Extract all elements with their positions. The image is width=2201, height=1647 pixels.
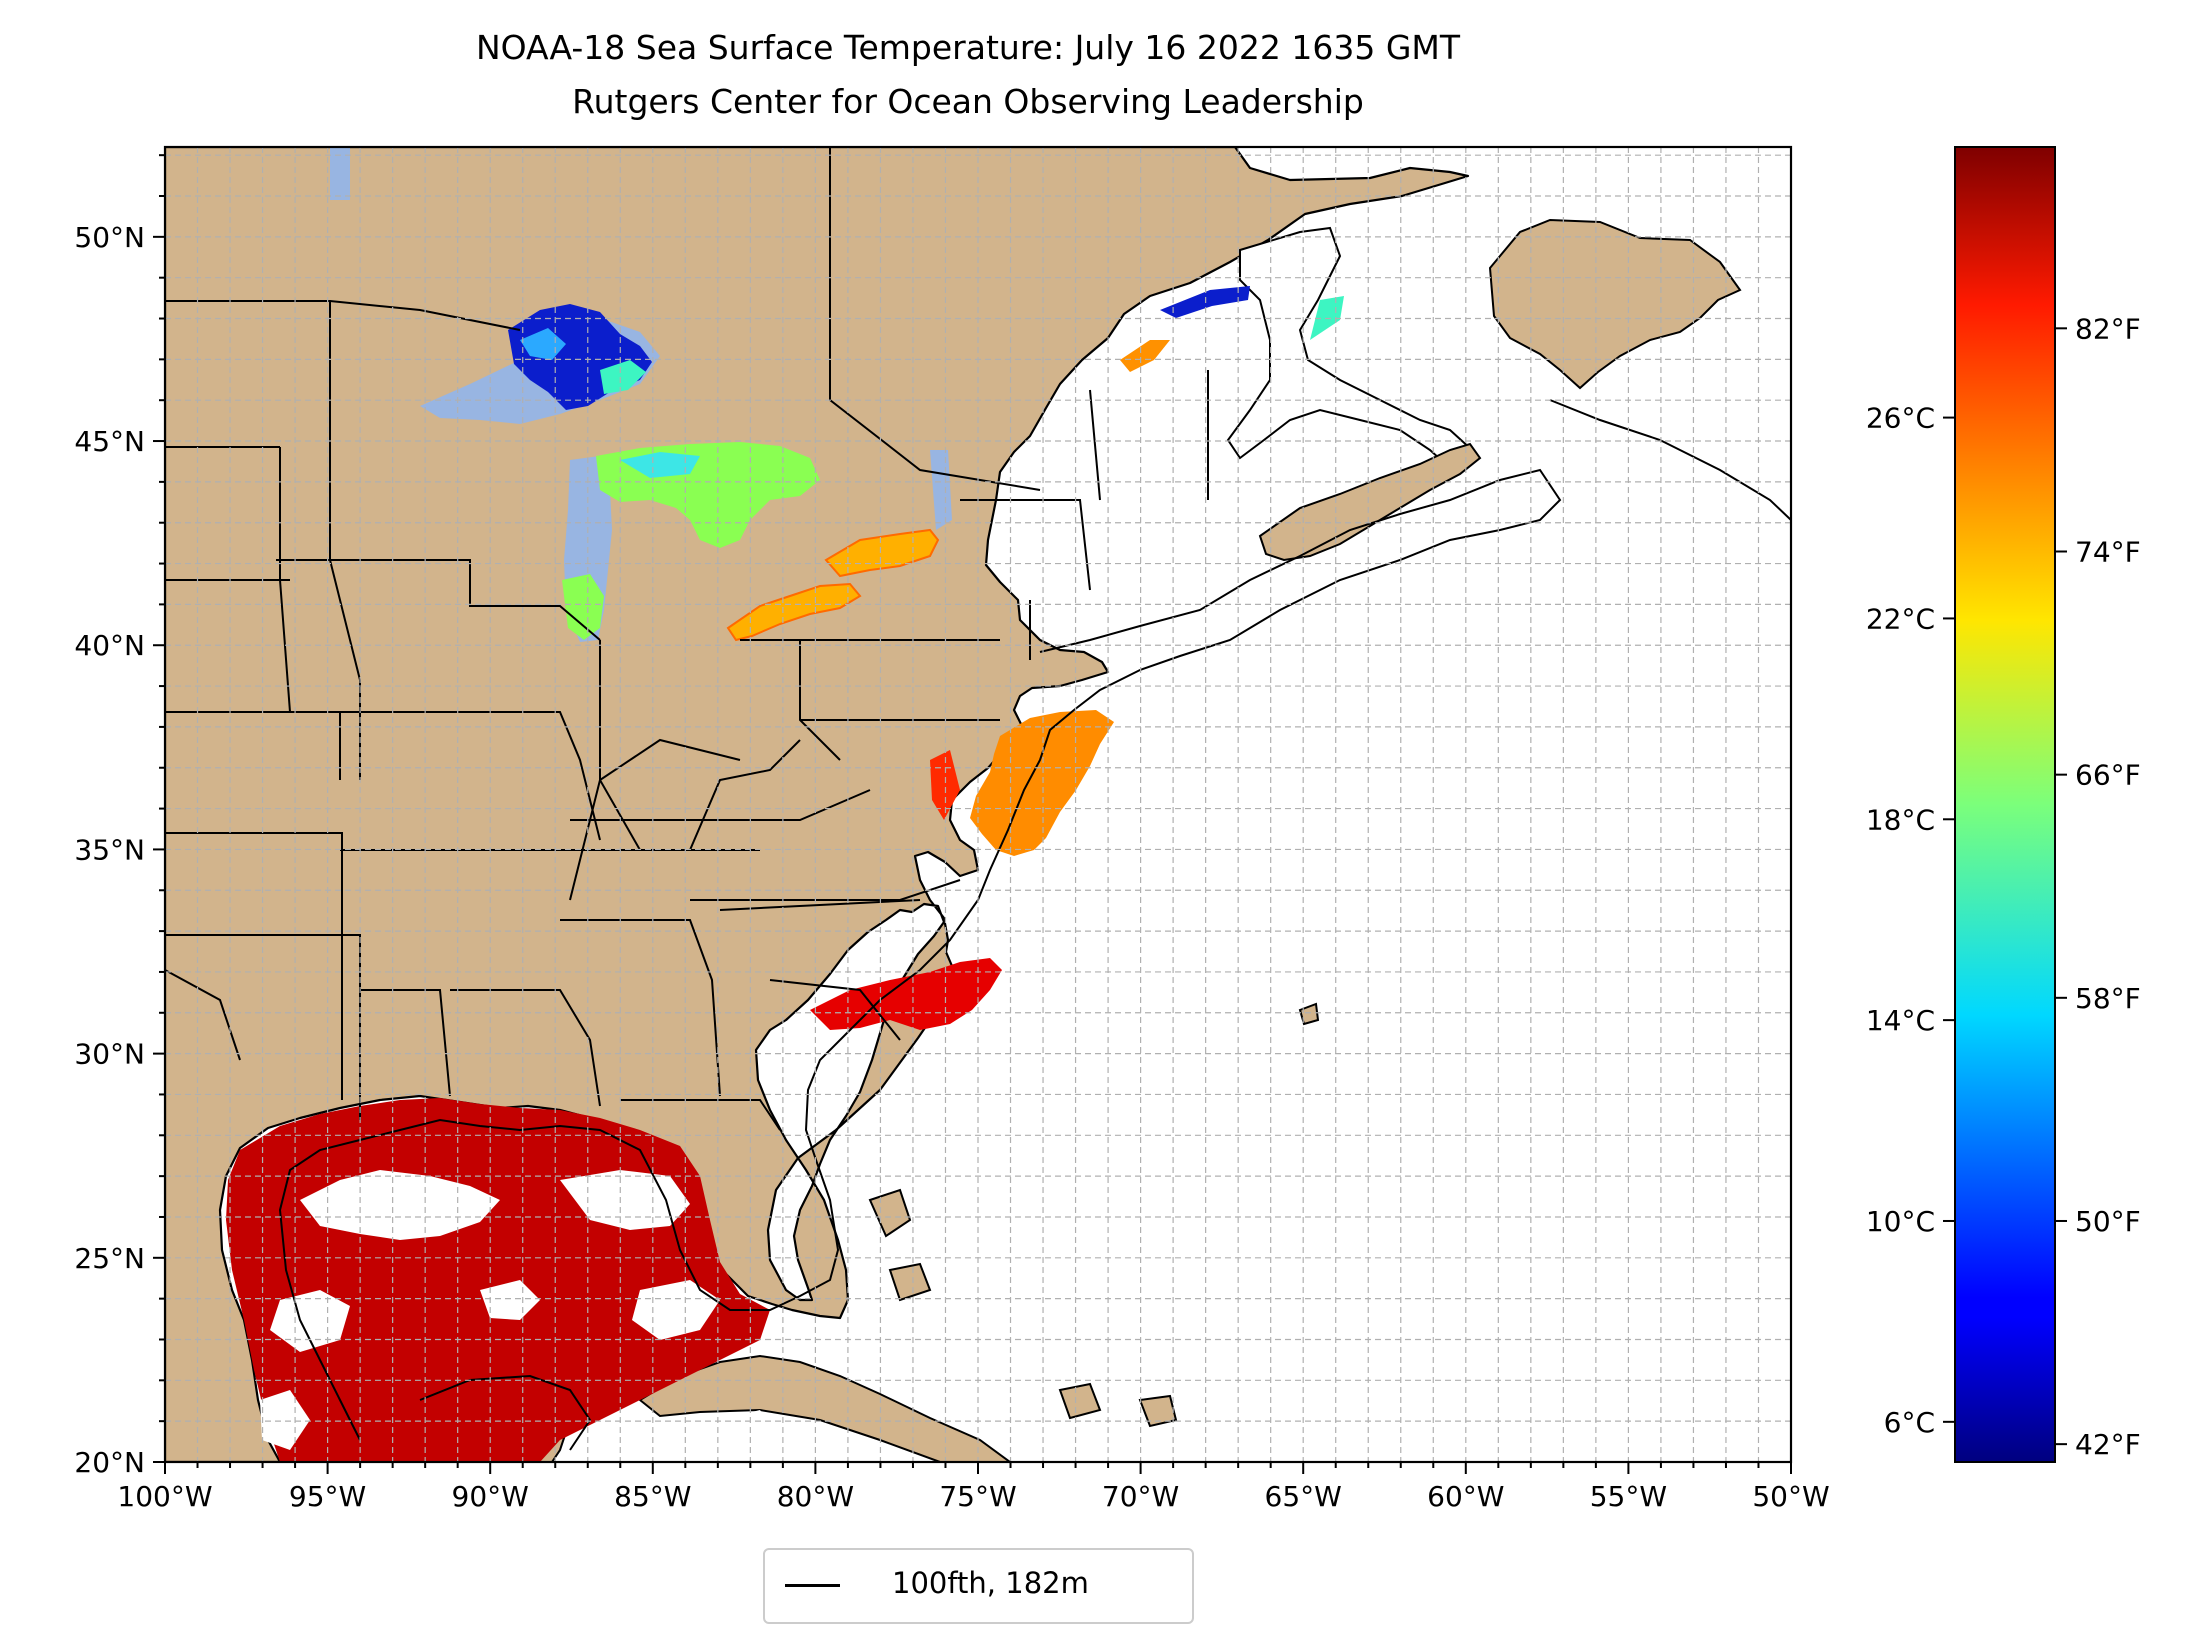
sst-st-lawrence bbox=[1160, 286, 1250, 318]
sst-lake-erie bbox=[726, 582, 862, 642]
y-tick-label: 25°N bbox=[74, 1242, 145, 1275]
fahrenheit-tick-label: 66°F bbox=[2075, 759, 2141, 792]
y-axis: 20°N 25°N 30°N 35°N 40°N 45°N 50°N bbox=[74, 154, 165, 1479]
colorbar-fahrenheit-axis: 42°F 50°F 58°F 66°F 74°F 82°F bbox=[2055, 312, 2141, 1461]
map-area bbox=[165, 147, 1791, 1462]
y-tick-label: 40°N bbox=[74, 629, 145, 662]
map-subtitle: Rutgers Center for Ocean Observing Leade… bbox=[572, 82, 1364, 121]
x-tick-label: 95°W bbox=[289, 1480, 366, 1513]
x-tick-label: 90°W bbox=[452, 1480, 529, 1513]
celsius-tick-label: 14°C bbox=[1866, 1004, 1935, 1037]
legend-label: 100fth, 182m bbox=[892, 1566, 1089, 1600]
fahrenheit-tick-label: 74°F bbox=[2075, 535, 2141, 568]
sst-southeast bbox=[810, 958, 1002, 1030]
x-tick-label: 70°W bbox=[1102, 1480, 1179, 1513]
x-tick-label: 50°W bbox=[1752, 1480, 1829, 1513]
x-tick-label: 55°W bbox=[1590, 1480, 1667, 1513]
map-title: NOAA-18 Sea Surface Temperature: July 16… bbox=[475, 28, 1461, 67]
x-tick-label: 85°W bbox=[614, 1480, 691, 1513]
isobath-100-fathom bbox=[278, 468, 1562, 1441]
gulf-st-lawrence bbox=[1226, 226, 1474, 470]
land-nova-scotia bbox=[1258, 442, 1482, 562]
celsius-tick-label: 6°C bbox=[1884, 1406, 1935, 1439]
y-tick-label: 45°N bbox=[74, 425, 145, 458]
y-tick-label: 20°N bbox=[74, 1446, 145, 1479]
fahrenheit-tick-label: 50°F bbox=[2075, 1205, 2141, 1238]
sst-lake-michigan-south bbox=[562, 574, 604, 640]
land-newfoundland bbox=[1488, 218, 1742, 390]
x-tick-label: 80°W bbox=[777, 1480, 854, 1513]
y-tick-label: 35°N bbox=[74, 833, 145, 866]
x-tick-label: 75°W bbox=[939, 1480, 1016, 1513]
colorbar-celsius-axis: 6°C 10°C 14°C 18°C 22°C 26°C bbox=[1866, 402, 1955, 1439]
sst-mid-atlantic bbox=[970, 710, 1114, 856]
x-tick-label: 100°W bbox=[117, 1480, 212, 1513]
celsius-tick-label: 18°C bbox=[1866, 803, 1935, 836]
land-cuba bbox=[638, 1354, 1012, 1462]
x-tick-label: 65°W bbox=[1265, 1480, 1342, 1513]
cloud-gaps bbox=[260, 1170, 780, 1460]
y-tick-label: 50°N bbox=[74, 221, 145, 254]
fahrenheit-tick-label: 42°F bbox=[2075, 1428, 2141, 1461]
fahrenheit-tick-label: 82°F bbox=[2075, 312, 2141, 345]
celsius-tick-label: 10°C bbox=[1866, 1205, 1935, 1238]
y-tick-label: 30°N bbox=[74, 1038, 145, 1071]
celsius-tick-label: 26°C bbox=[1866, 402, 1935, 435]
legend-line-swatch bbox=[785, 1584, 840, 1587]
legend: 100fth, 182m bbox=[763, 1548, 1194, 1624]
celsius-tick-label: 22°C bbox=[1866, 602, 1935, 635]
x-axis: 100°W 95°W 90°W 85°W 80°W 75°W 70°W 65°W 60°W 55°… bbox=[117, 1462, 1830, 1513]
x-tick-label: 60°W bbox=[1427, 1480, 1504, 1513]
colorbar bbox=[1954, 146, 2056, 1463]
gridlines bbox=[165, 147, 1791, 1462]
fahrenheit-tick-label: 58°F bbox=[2075, 982, 2141, 1015]
